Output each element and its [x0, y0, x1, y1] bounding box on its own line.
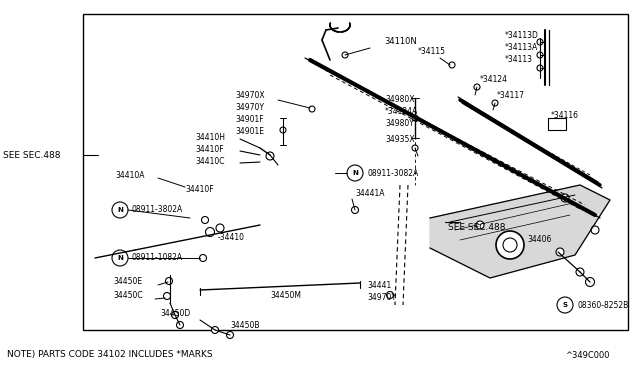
- Circle shape: [412, 145, 418, 151]
- Circle shape: [556, 248, 564, 256]
- Text: 34441: 34441: [367, 280, 391, 289]
- Circle shape: [576, 268, 584, 276]
- Text: 08911-1082A: 08911-1082A: [132, 253, 183, 263]
- Text: 34970Y: 34970Y: [235, 103, 264, 112]
- Text: SEE SEC.488: SEE SEC.488: [448, 224, 506, 232]
- Text: 08911-3082A: 08911-3082A: [367, 169, 419, 177]
- Text: -34410: -34410: [218, 234, 245, 243]
- Text: 34970Y: 34970Y: [367, 294, 396, 302]
- Circle shape: [387, 292, 394, 298]
- Text: *34113D: *34113D: [505, 31, 539, 39]
- Text: N: N: [352, 170, 358, 176]
- Text: 34980Y: 34980Y: [385, 119, 414, 128]
- Circle shape: [216, 224, 224, 232]
- Text: ^349C000: ^349C000: [565, 350, 609, 359]
- Text: 34970X: 34970X: [235, 90, 264, 99]
- Text: *34113A: *34113A: [505, 44, 538, 52]
- Circle shape: [177, 321, 184, 328]
- Circle shape: [586, 278, 595, 286]
- Circle shape: [280, 127, 286, 133]
- Circle shape: [537, 39, 543, 45]
- Text: 34441A: 34441A: [355, 189, 385, 198]
- Text: 08360-8252B: 08360-8252B: [577, 301, 628, 310]
- Circle shape: [474, 84, 480, 90]
- Text: 34450M: 34450M: [270, 291, 301, 299]
- Circle shape: [211, 327, 218, 334]
- Circle shape: [309, 106, 315, 112]
- Text: 34450D: 34450D: [160, 308, 190, 317]
- Circle shape: [205, 228, 214, 237]
- Circle shape: [166, 278, 173, 285]
- Circle shape: [412, 115, 418, 121]
- Circle shape: [342, 52, 348, 58]
- Text: 34935X: 34935X: [385, 135, 415, 144]
- Text: 34410F: 34410F: [195, 144, 223, 154]
- Text: 34410A: 34410A: [115, 170, 145, 180]
- Circle shape: [492, 100, 498, 106]
- Text: 34450C: 34450C: [113, 292, 143, 301]
- Circle shape: [476, 221, 484, 229]
- Circle shape: [200, 254, 207, 262]
- Text: *34116: *34116: [551, 110, 579, 119]
- Circle shape: [202, 217, 209, 224]
- Text: 08911-3802A: 08911-3802A: [132, 205, 183, 215]
- Text: 34406: 34406: [527, 235, 552, 244]
- Text: 34980X: 34980X: [385, 96, 415, 105]
- Text: 34410C: 34410C: [195, 157, 225, 166]
- Circle shape: [496, 231, 524, 259]
- Circle shape: [557, 297, 573, 313]
- Circle shape: [347, 165, 363, 181]
- Text: *34117: *34117: [497, 92, 525, 100]
- Text: *34115: *34115: [418, 48, 446, 57]
- Circle shape: [561, 194, 569, 202]
- Text: *34124: *34124: [480, 76, 508, 84]
- Text: N: N: [117, 255, 123, 261]
- Circle shape: [163, 292, 170, 299]
- Circle shape: [449, 62, 455, 68]
- Circle shape: [537, 65, 543, 71]
- Bar: [548, 118, 566, 130]
- Bar: [83, 14, 628, 330]
- Text: S: S: [563, 302, 568, 308]
- Circle shape: [591, 226, 599, 234]
- Text: 34110N: 34110N: [384, 38, 417, 46]
- Text: *34113: *34113: [505, 55, 533, 64]
- Text: 34410H: 34410H: [195, 132, 225, 141]
- Circle shape: [537, 52, 543, 58]
- Text: *34124A: *34124A: [385, 108, 419, 116]
- Polygon shape: [430, 185, 610, 278]
- Circle shape: [112, 250, 128, 266]
- Text: 34450B: 34450B: [230, 321, 259, 330]
- Text: 34410F: 34410F: [185, 186, 214, 195]
- Text: NOTE) PARTS CODE 34102 INCLUDES *MARKS: NOTE) PARTS CODE 34102 INCLUDES *MARKS: [7, 350, 212, 359]
- Circle shape: [227, 331, 234, 339]
- Circle shape: [351, 206, 358, 214]
- Circle shape: [172, 311, 179, 318]
- Circle shape: [266, 152, 274, 160]
- Text: SEE SEC.488: SEE SEC.488: [3, 151, 61, 160]
- Text: 34901F: 34901F: [235, 115, 264, 125]
- Text: 34450E: 34450E: [113, 278, 142, 286]
- Circle shape: [112, 202, 128, 218]
- Text: 34901E: 34901E: [235, 128, 264, 137]
- Text: N: N: [117, 207, 123, 213]
- Circle shape: [503, 238, 517, 252]
